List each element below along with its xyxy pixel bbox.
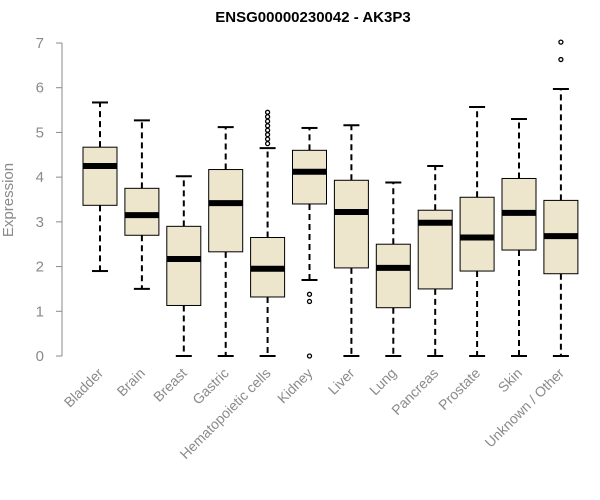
- box-unknown-other: [543, 39, 579, 357]
- y-tick-label: 0: [36, 348, 44, 365]
- outlier-point: [264, 123, 271, 129]
- box-prostate: [459, 105, 495, 357]
- box-pancreas: [417, 164, 453, 357]
- outlier-point: [306, 298, 313, 305]
- y-tick-label: 2: [36, 259, 44, 276]
- box-hematopoietic-cells: [250, 109, 286, 357]
- outlier-point: [264, 127, 271, 133]
- outlier-point: [264, 114, 271, 120]
- iqr-box: [82, 146, 118, 206]
- box-lung: [375, 181, 411, 357]
- box-kidney: [292, 126, 327, 359]
- y-tick-label: 3: [36, 214, 44, 231]
- outlier-point: [306, 353, 313, 359]
- x-tick-label: Unknown / Other: [481, 365, 567, 451]
- box-brain: [124, 119, 160, 290]
- y-tick-label: 5: [36, 124, 44, 141]
- outlier-point: [306, 291, 313, 297]
- x-tick-label: Breast: [150, 365, 190, 405]
- x-tick-label: Lung: [366, 365, 399, 398]
- outlier-point: [264, 118, 271, 124]
- y-tick-label: 7: [36, 35, 44, 52]
- x-tick-label: Skin: [495, 365, 526, 396]
- x-tick-label: Liver: [325, 365, 358, 398]
- box-breast: [166, 175, 202, 357]
- iqr-box: [375, 243, 411, 309]
- iqr-box: [333, 179, 369, 269]
- iqr-box: [124, 187, 160, 236]
- y-tick-label: 1: [36, 303, 44, 320]
- boxes-group: [82, 39, 579, 359]
- x-tick-label: Kidney: [274, 365, 316, 407]
- iqr-box: [459, 196, 495, 272]
- outlier-point: [264, 136, 271, 142]
- outlier-point: [558, 56, 564, 63]
- y-tick-label: 4: [36, 169, 44, 186]
- x-tick-label: Prostate: [435, 365, 483, 413]
- outlier-point: [264, 132, 271, 138]
- chart-title: ENSG00000230042 - AK3P3: [215, 9, 410, 26]
- outlier-point: [558, 39, 564, 45]
- iqr-box: [292, 149, 327, 205]
- box-skin: [501, 118, 537, 357]
- outlier-point: [264, 140, 271, 147]
- iqr-box: [166, 225, 202, 306]
- box-gastric: [208, 126, 244, 357]
- box-bladder: [82, 101, 118, 273]
- y-axis-label: Expression: [0, 163, 17, 237]
- x-tick-label: Brain: [114, 365, 148, 399]
- y-axis: 0 1 2 3 4 5 6 7: [36, 35, 63, 365]
- x-tick-label: Pancreas: [388, 365, 441, 418]
- y-tick-label: 6: [36, 80, 44, 97]
- x-tick-label: Bladder: [61, 365, 107, 411]
- iqr-box: [208, 169, 244, 253]
- box-liver: [333, 124, 369, 357]
- outlier-point: [264, 109, 271, 115]
